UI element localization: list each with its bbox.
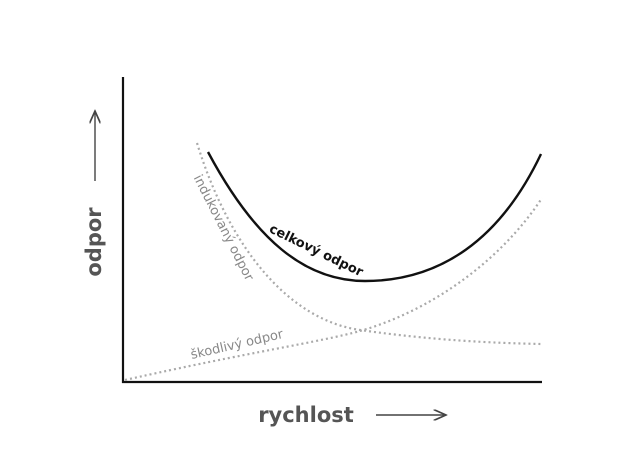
total-drag-curve: [206, 151, 543, 283]
y-axis-label: odpor: [82, 207, 106, 277]
induced-drag-curve: [195, 142, 543, 346]
x-axis-label: rychlost: [258, 403, 354, 427]
